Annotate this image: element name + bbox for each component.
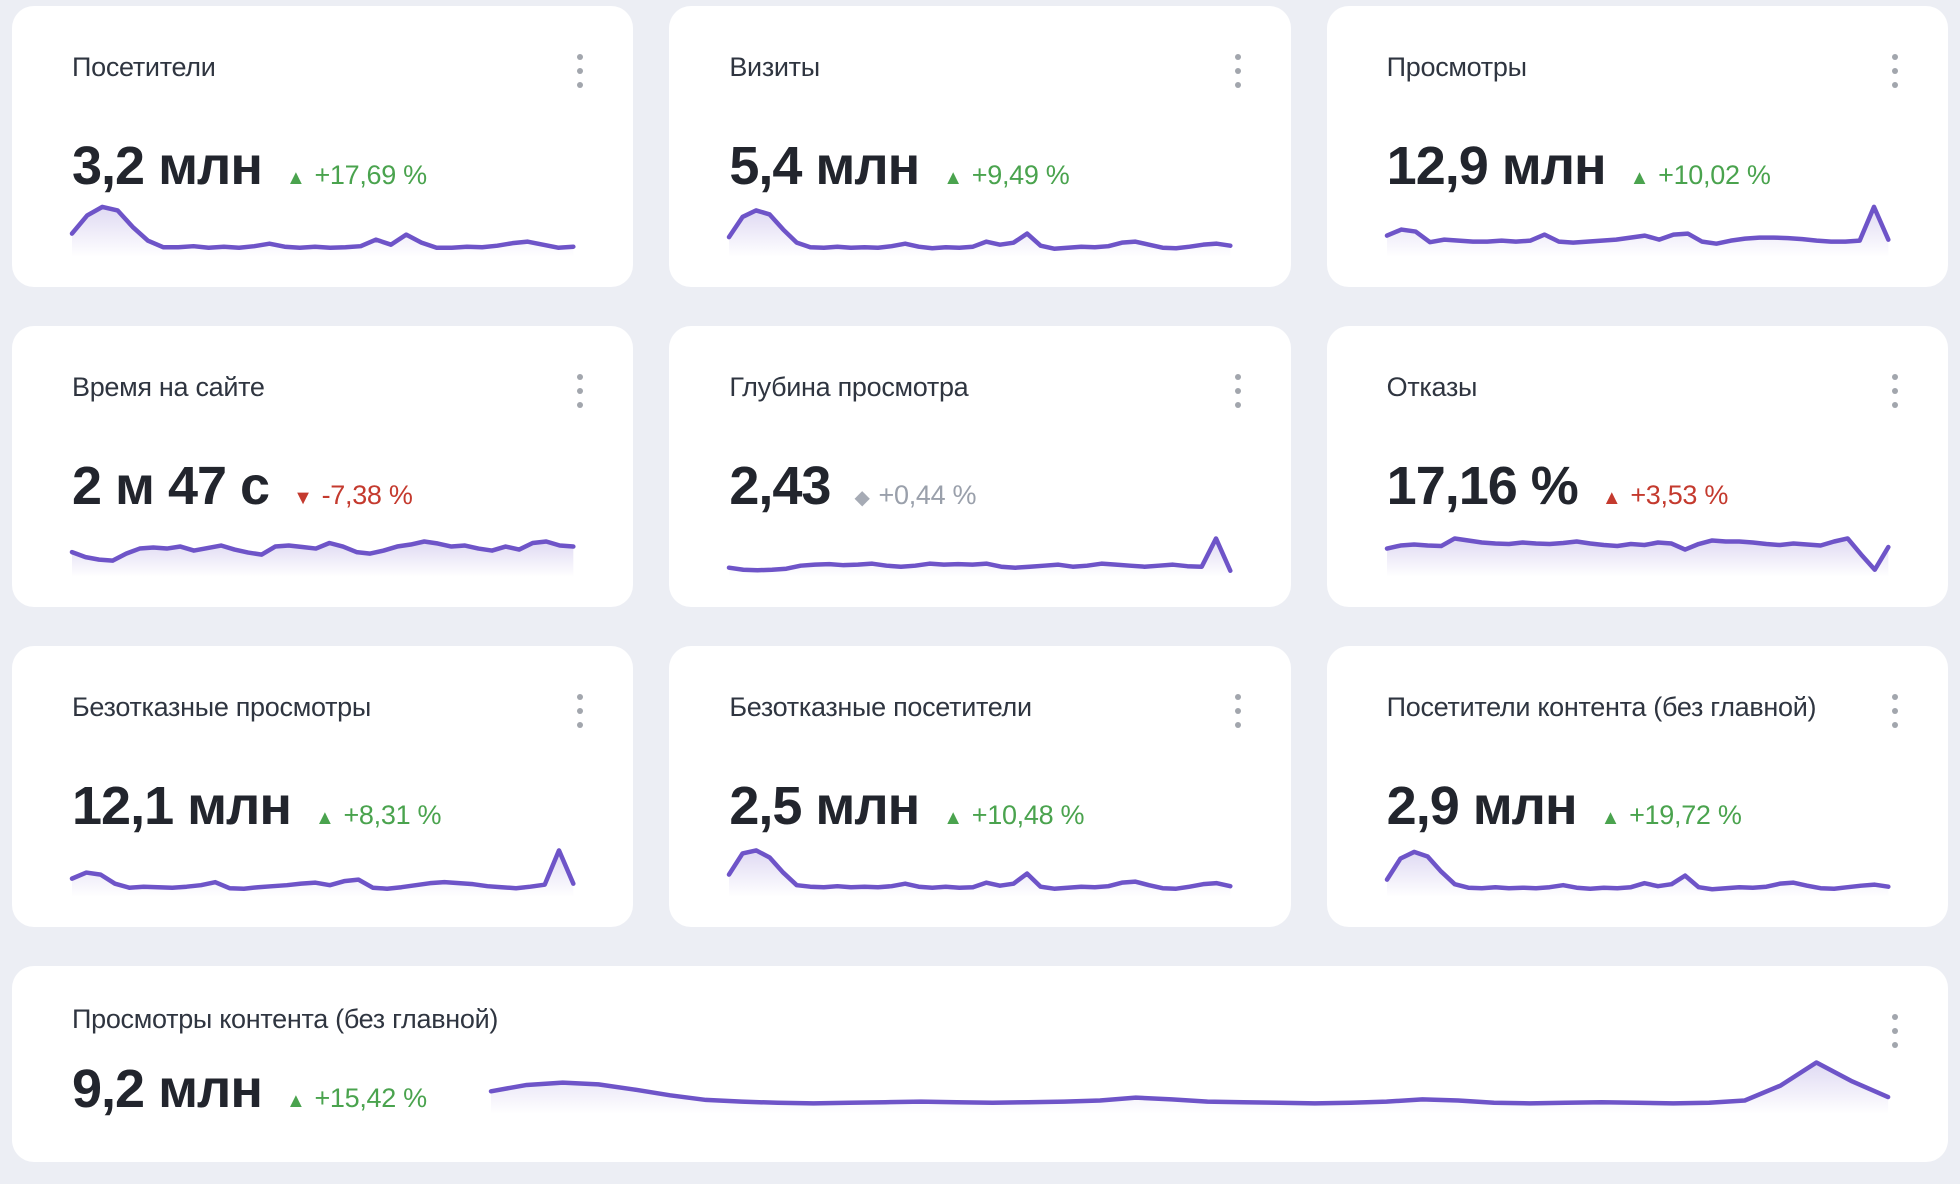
kebab-menu-icon[interactable] bbox=[1229, 48, 1247, 94]
delta-percent: +0,44 % bbox=[878, 480, 977, 510]
kebab-menu-icon[interactable] bbox=[1886, 688, 1904, 734]
value-row: 2,5 млн ▲ +10,48 % bbox=[729, 775, 1230, 837]
trend-up-icon: ▲ bbox=[285, 1090, 306, 1112]
metric-value: 2 м 47 с bbox=[72, 456, 270, 516]
metric-card-visits: Визиты 5,4 млн ▲ +9,49 % bbox=[669, 6, 1291, 287]
sparkline-chart bbox=[1387, 201, 1888, 257]
metric-value: 12,9 млн bbox=[1386, 136, 1607, 196]
kebab-menu-icon[interactable] bbox=[1886, 1008, 1904, 1054]
value-row: 2 м 47 с ▼ -7,38 % bbox=[72, 455, 573, 517]
value-row: 2,9 млн ▲ +19,72 % bbox=[1387, 775, 1888, 837]
delta-percent: +9,49 % bbox=[971, 160, 1070, 190]
delta-percent: -7,38 % bbox=[321, 480, 413, 510]
card-title: Просмотры bbox=[1386, 52, 1527, 82]
sparkline-chart bbox=[729, 521, 1230, 577]
trend-up-icon: ▲ bbox=[314, 807, 335, 829]
delta-percent: +19,72 % bbox=[1629, 800, 1742, 830]
sparkline-chart bbox=[1387, 521, 1888, 577]
trend-up-icon: ▲ bbox=[285, 167, 306, 189]
card-title: Визиты bbox=[729, 52, 820, 82]
delta-percent: +10,02 % bbox=[1658, 160, 1771, 190]
sparkline-chart bbox=[491, 1050, 1888, 1114]
trend-up-icon: ▲ bbox=[1629, 167, 1650, 189]
metric-delta: ▲ +15,42 % bbox=[286, 1083, 427, 1114]
metric-card-content-views: Просмотры контента (без главной) 9,2 млн… bbox=[12, 966, 1948, 1162]
kebab-menu-icon[interactable] bbox=[571, 48, 589, 94]
value-row: 12,1 млн ▲ +8,31 % bbox=[72, 775, 573, 837]
metric-delta: ▲ +3,53 % bbox=[1601, 480, 1729, 511]
trend-down-icon: ▼ bbox=[293, 487, 313, 509]
metric-delta: ▲ +19,72 % bbox=[1601, 800, 1742, 831]
metric-delta: ▲ +8,31 % bbox=[314, 800, 442, 831]
metric-value: 5,4 млн bbox=[729, 136, 920, 196]
metric-delta: ▼ -7,38 % bbox=[293, 480, 413, 511]
kebab-menu-icon[interactable] bbox=[1229, 368, 1247, 414]
metric-value: 2,9 млн bbox=[1386, 776, 1578, 836]
metric-card-views: Просмотры 12,9 млн ▲ +10,02 % bbox=[1326, 6, 1948, 287]
kebab-menu-icon[interactable] bbox=[1886, 48, 1904, 94]
metric-value: 12,1 млн bbox=[72, 776, 292, 836]
kebab-menu-icon[interactable] bbox=[1886, 368, 1904, 414]
metric-card-visitors: Посетители 3,2 млн ▲ +17,69 % bbox=[12, 6, 634, 287]
trend-up-icon: ▲ bbox=[943, 167, 963, 189]
metric-card-bounce-free-visitors: Безотказные посетители 2,5 млн ▲ +10,48 % bbox=[669, 646, 1291, 927]
metric-value: 17,16 % bbox=[1386, 456, 1579, 516]
metric-card-bounce-rate: Отказы 17,16 % ▲ +3,53 % bbox=[1326, 326, 1948, 607]
metric-delta: ▲ +9,49 % bbox=[943, 160, 1070, 191]
metric-delta: ◆ +0,44 % bbox=[854, 480, 976, 511]
value-row: 5,4 млн ▲ +9,49 % bbox=[729, 135, 1230, 197]
kebab-menu-icon[interactable] bbox=[571, 688, 589, 734]
metric-card-time-on-site: Время на сайте 2 м 47 с ▼ -7,38 % bbox=[12, 326, 634, 607]
card-title: Безотказные посетители bbox=[729, 692, 1032, 722]
card-title: Посетители bbox=[72, 52, 216, 82]
metric-card-content-visitors: Посетители контента (без главной) 2,9 мл… bbox=[1326, 646, 1948, 927]
sparkline-chart bbox=[729, 841, 1230, 897]
metric-delta: ▲ +10,48 % bbox=[943, 800, 1084, 831]
trend-up-icon: ▲ bbox=[943, 807, 963, 829]
trend-up-icon: ▲ bbox=[1601, 487, 1622, 509]
trend-flat-icon: ◆ bbox=[854, 487, 870, 509]
metric-delta: ▲ +17,69 % bbox=[286, 160, 427, 191]
card-title: Глубина просмотра bbox=[729, 372, 969, 402]
card-title: Просмотры контента (без главной) bbox=[72, 1004, 499, 1034]
delta-percent: +3,53 % bbox=[1630, 480, 1729, 510]
card-title: Безотказные просмотры bbox=[72, 692, 371, 722]
sparkline-chart bbox=[1387, 841, 1888, 897]
card-title: Отказы bbox=[1386, 372, 1478, 402]
card-title: Посетители контента (без главной) bbox=[1386, 692, 1817, 722]
metric-value: 9,2 млн bbox=[72, 1059, 263, 1119]
sparkline-chart bbox=[72, 841, 573, 897]
value-row: 3,2 млн ▲ +17,69 % bbox=[72, 135, 573, 197]
value-row: 17,16 % ▲ +3,53 % bbox=[1387, 455, 1888, 517]
content-row: 9,2 млн ▲ +15,42 % bbox=[72, 1050, 1888, 1120]
trend-up-icon: ▲ bbox=[1600, 807, 1621, 829]
sparkline-chart bbox=[72, 521, 573, 577]
metric-card-view-depth: Глубина просмотра 2,43 ◆ +0,44 % bbox=[669, 326, 1291, 607]
delta-percent: +17,69 % bbox=[314, 160, 427, 190]
value-row: 9,2 млн ▲ +15,42 % bbox=[72, 1058, 427, 1120]
delta-percent: +15,42 % bbox=[314, 1083, 427, 1113]
metric-delta: ▲ +10,02 % bbox=[1630, 160, 1771, 191]
sparkline-chart bbox=[72, 201, 573, 257]
value-row: 12,9 млн ▲ +10,02 % bbox=[1387, 135, 1888, 197]
delta-percent: +10,48 % bbox=[971, 800, 1085, 830]
sparkline-chart bbox=[729, 201, 1230, 257]
kebab-menu-icon[interactable] bbox=[1229, 688, 1247, 734]
value-row: 2,43 ◆ +0,44 % bbox=[729, 455, 1230, 517]
metric-value: 2,43 bbox=[729, 456, 831, 516]
kebab-menu-icon[interactable] bbox=[571, 368, 589, 414]
metric-value: 3,2 млн bbox=[72, 136, 263, 196]
metric-card-bounce-free-views: Безотказные просмотры 12,1 млн ▲ +8,31 % bbox=[12, 646, 634, 927]
metric-value: 2,5 млн bbox=[729, 776, 920, 836]
card-title: Время на сайте bbox=[72, 372, 265, 402]
delta-percent: +8,31 % bbox=[343, 800, 442, 830]
